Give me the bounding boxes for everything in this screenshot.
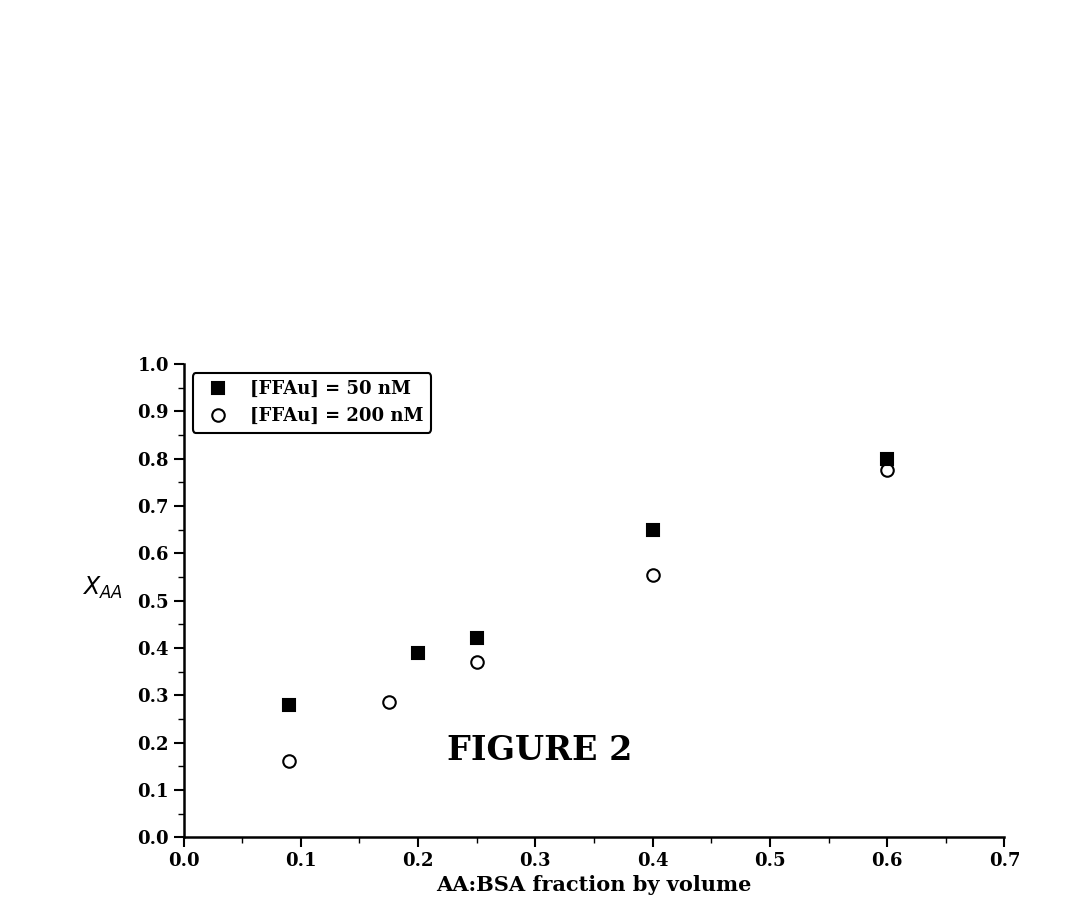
Legend: [FFAu] = 50 nM, [FFAu] = 200 nM: [FFAu] = 50 nM, [FFAu] = 200 nM <box>192 373 431 432</box>
Text: FIGURE 2: FIGURE 2 <box>447 734 633 767</box>
Y-axis label: $X_{AA}$: $X_{AA}$ <box>82 574 123 601</box>
X-axis label: AA:BSA fraction by volume: AA:BSA fraction by volume <box>436 875 752 895</box>
